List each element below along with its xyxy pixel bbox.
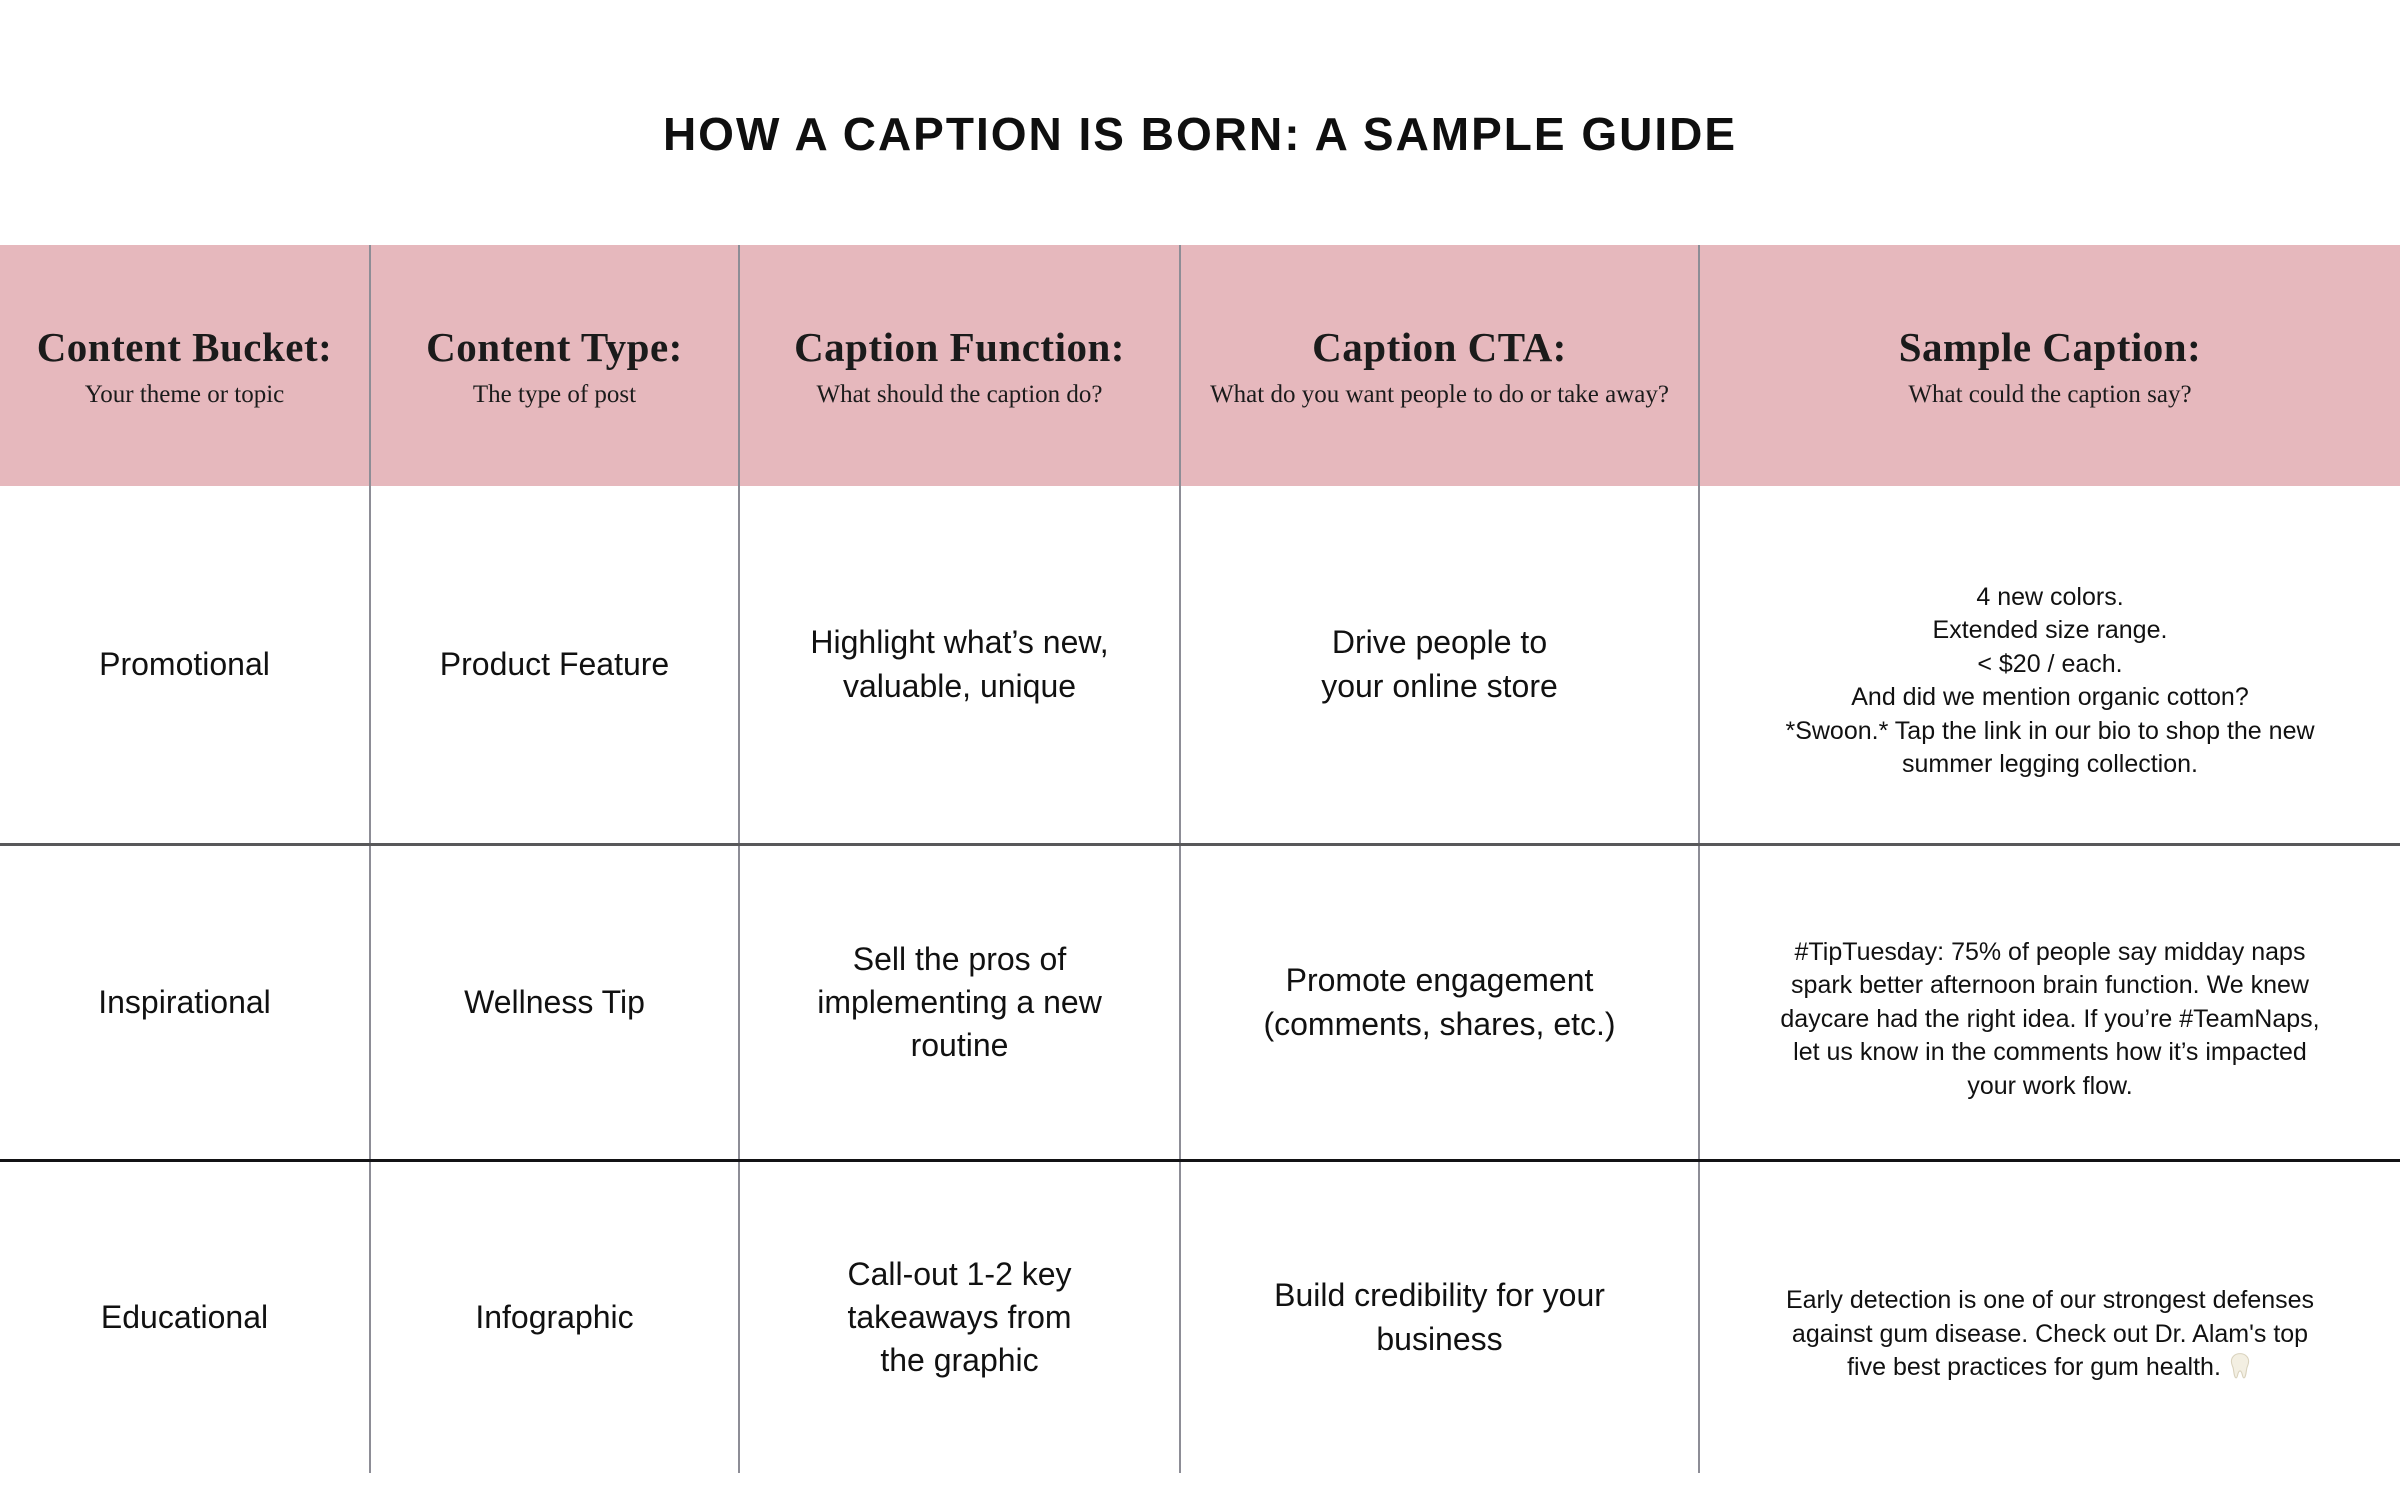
content-type-cell: Infographic	[371, 1162, 740, 1473]
header-sample-caption: Sample Caption: What could the caption s…	[1700, 245, 2400, 486]
caption-function-cell: Call-out 1-2 key takeaways from the grap…	[740, 1162, 1181, 1473]
sample-caption-cell: Early detection is one of our strongest …	[1700, 1162, 2400, 1473]
cell-text: Promote engagement (comments, shares, et…	[1263, 962, 1616, 1042]
header-caption-function: Caption Function: What should the captio…	[740, 245, 1181, 486]
caption-cta-cell: Drive people to your online store	[1181, 486, 1700, 843]
tooth-icon	[2230, 1353, 2250, 1379]
header-subtitle: Your theme or topic	[84, 380, 285, 408]
title-bar: HOW A CAPTION IS BORN: A SAMPLE GUIDE	[0, 0, 2400, 245]
header-subtitle: What could the caption say?	[1908, 380, 2192, 408]
cell-text: 4 new colors. Extended size range. < $20…	[1743, 547, 2356, 782]
cell-text: Inspirational	[98, 983, 271, 1020]
header-title: Content Type:	[426, 323, 683, 370]
sample-caption-cell: #TipTuesday: 75% of people say midday na…	[1700, 846, 2400, 1159]
header-title: Caption CTA:	[1312, 323, 1567, 370]
cell-text: Promotional	[99, 645, 270, 682]
cell-text: Highlight what’s new, valuable, unique	[810, 624, 1109, 704]
table-row-inspirational: Inspirational Wellness Tip Sell the pros…	[0, 843, 2400, 1159]
header-subtitle: What should the caption do?	[816, 380, 1103, 408]
caption-cta-cell: Promote engagement (comments, shares, et…	[1181, 846, 1700, 1159]
cell-text: Educational	[100, 1298, 269, 1335]
caption-function-cell: Sell the pros of implementing a new rout…	[740, 846, 1181, 1159]
header-title: Content Bucket:	[36, 323, 333, 370]
header-title: Sample Caption:	[1898, 323, 2202, 370]
cell-text: Call-out 1-2 key takeaways from the grap…	[847, 1255, 1072, 1379]
content-bucket-cell: Inspirational	[0, 846, 371, 1159]
cell-text: Sell the pros of implementing a new rout…	[817, 940, 1102, 1064]
page-title: HOW A CAPTION IS BORN: A SAMPLE GUIDE	[662, 107, 1738, 160]
caption-cta-cell: Build credibility for your business	[1181, 1162, 1700, 1473]
sample-caption-text: 4 new colors. Extended size range. < $20…	[1785, 582, 2315, 779]
content-type-cell: Product Feature	[371, 486, 740, 843]
caption-function-cell: Highlight what’s new, valuable, unique	[740, 486, 1181, 843]
content-bucket-cell: Promotional	[0, 486, 371, 843]
content-bucket-cell: Educational	[0, 1162, 371, 1473]
sample-caption-cell: 4 new colors. Extended size range. < $20…	[1700, 486, 2400, 843]
header-subtitle: The type of post	[472, 380, 637, 408]
header-content-bucket: Content Bucket: Your theme or topic	[0, 245, 371, 486]
cell-text: Build credibility for your business	[1274, 1277, 1605, 1357]
header-title: Caption Function:	[794, 323, 1125, 370]
cell-text: Drive people to your online store	[1321, 624, 1558, 704]
sample-caption-text: Early detection is one of our strongest …	[1785, 1286, 2315, 1381]
table-row-educational: Educational Infographic Call-out 1-2 key…	[0, 1159, 2400, 1473]
cell-text: Wellness Tip	[464, 983, 645, 1020]
caption-guide-table: Content Bucket: Your theme or topic Cont…	[0, 245, 2400, 1500]
sample-caption-text: #TipTuesday: 75% of people say midday na…	[1780, 937, 2320, 1100]
header-content-type: Content Type: The type of post	[371, 245, 740, 486]
bottom-gap	[0, 1473, 2400, 1500]
cell-text: Product Feature	[439, 645, 670, 682]
cell-text: #TipTuesday: 75% of people say midday na…	[1738, 902, 2361, 1103]
cell-text: Early detection is one of our strongest …	[1744, 1251, 2356, 1385]
header-subtitle: What do you want people to do or take aw…	[1210, 380, 1669, 408]
table-header-row: Content Bucket: Your theme or topic Cont…	[0, 245, 2400, 486]
content-type-cell: Wellness Tip	[371, 846, 740, 1159]
header-caption-cta: Caption CTA: What do you want people to …	[1181, 245, 1700, 486]
table-row-promotional: Promotional Product Feature Highlight wh…	[0, 486, 2400, 843]
cell-text: Infographic	[475, 1298, 634, 1335]
